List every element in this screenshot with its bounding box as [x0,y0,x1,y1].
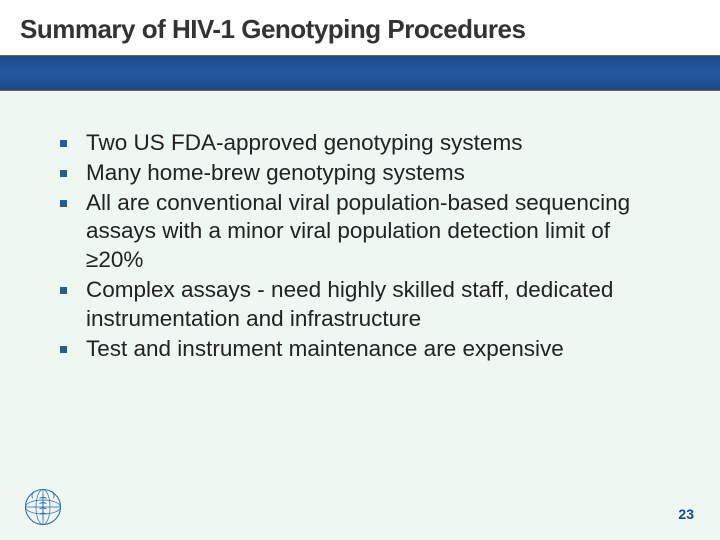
list-item: Complex assays - need highly skilled sta… [56,276,670,334]
slide-title: Summary of HIV-1 Genotyping Procedures [20,14,700,45]
who-logo-icon [22,486,64,528]
list-item: Two US FDA-approved genotyping systems [56,129,670,158]
list-item: Test and instrument maintenance are expe… [56,335,670,364]
content-area: Two US FDA-approved genotyping systems M… [0,91,720,363]
list-item: Many home-brew genotyping systems [56,159,670,188]
bullet-list: Two US FDA-approved genotyping systems M… [56,129,670,363]
page-number: 23 [678,506,694,522]
title-bar: Summary of HIV-1 Genotyping Procedures [0,0,720,55]
header-blue-bar [0,55,720,91]
footer: 23 [0,476,720,540]
list-item: All are conventional viral population-ba… [56,189,670,275]
